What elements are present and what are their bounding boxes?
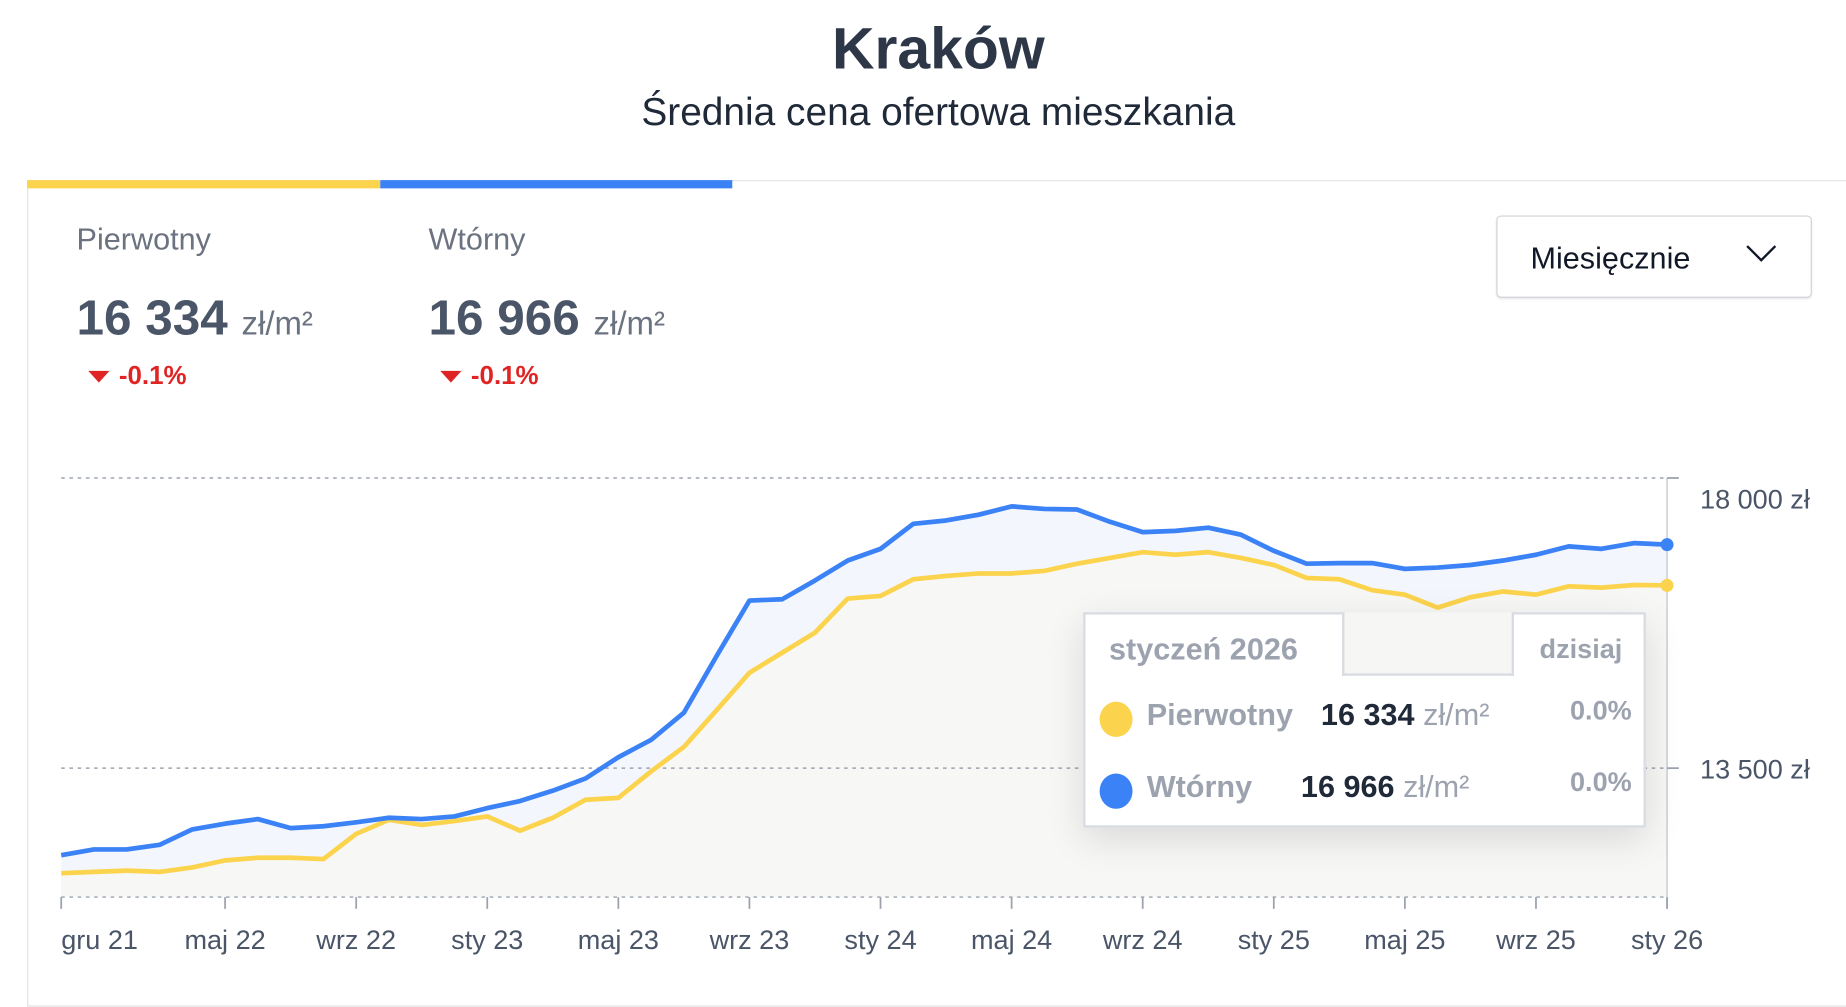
x-tick-label: sty 25 [1238,924,1310,955]
tab-indicator-wtorny [380,180,733,189]
period-dropdown[interactable]: Miesięcznie [1496,215,1812,298]
stat-change: -0.1% [88,360,187,391]
chart-tooltip: styczeń 2026 dzisiaj Pierwotny 16 334 zł… [1083,612,1646,828]
x-tick-label: maj 24 [971,924,1052,955]
tooltip-number: 16 966 [1300,768,1395,805]
stat-label: Wtórny [428,221,526,257]
tooltip-row-wtorny: Wtórny 16 966 zł/m² 0.0% [1099,766,1632,813]
legend-dot-icon [1099,701,1133,737]
x-tick-label: maj 22 [184,924,265,955]
tab-indicator-pierwotny [27,180,381,189]
triangle-down-icon [440,371,462,383]
tab-pierwotny[interactable]: Pierwotny 16 334 zł/m² -0.1% [27,188,380,412]
tab-wtorny[interactable]: Wtórny 16 966 zł/m² -0.1% [380,188,733,412]
stat-number: 16 966 [428,289,580,345]
x-tick-label: maj 23 [578,924,659,955]
tooltip-date: styczeń 2026 [1109,631,1298,667]
tooltip-change: 0.0% [1570,766,1632,798]
stat-value: 16 334 zł/m² [77,290,313,347]
stat-unit: zł/m² [241,304,313,342]
tooltip-series-name: Wtórny [1146,768,1253,805]
triangle-down-icon [88,371,110,383]
x-tick-label: wrz 24 [1102,924,1183,955]
x-tick-label: sty 24 [844,924,916,955]
legend-dot-icon [1099,773,1133,809]
stage: Kraków Średnia cena ofertowa mieszkania … [27,15,1846,1007]
change-value: -0.1% [118,360,187,390]
tooltip-series-name: Pierwotny [1146,696,1293,733]
end-point-marker [1660,578,1674,592]
tooltip-row-pierwotny: Pierwotny 16 334 zł/m² 0.0% [1099,694,1632,742]
tooltip-value: 16 334 zł/m² [1321,697,1489,733]
end-point-marker [1660,538,1674,552]
stat-number: 16 334 [76,289,228,345]
x-tick-label: sty 23 [451,924,523,955]
tooltip-unit: zł/m² [1403,768,1470,805]
x-tick-label: wrz 23 [709,924,790,955]
tooltip-change: 0.0% [1570,694,1632,726]
x-tick-label: sty 26 [1631,924,1703,955]
x-tick-label: maj 25 [1364,924,1445,955]
tooltip-number: 16 334 [1320,696,1415,733]
tooltip-tab-gap [1342,612,1515,676]
dropdown-value: Miesięcznie [1530,240,1691,276]
tooltip-value: 16 966 zł/m² [1301,769,1469,805]
stat-label: Pierwotny [76,221,211,257]
tooltip-today: dzisiaj [1539,633,1623,664]
stat-unit: zł/m² [593,304,665,342]
x-tick-label: wrz 22 [315,924,396,955]
x-tick-label: gru 21 [61,924,138,955]
page-title: Kraków [831,15,1045,82]
y-tick-label: 18 000 zł [1700,484,1810,515]
wtorny-line [60,504,1668,858]
page-subtitle: Średnia cena ofertowa mieszkania [641,89,1236,134]
stat-change: -0.1% [440,360,539,391]
stat-value: 16 966 zł/m² [429,290,665,347]
pierwotny-line [61,549,1668,876]
change-value: -0.1% [470,360,539,390]
x-tick-label: wrz 25 [1495,924,1576,955]
chevron-down-icon [1746,245,1777,262]
y-tick-label: 13 500 zł [1700,754,1810,785]
tooltip-unit: zł/m² [1423,696,1490,733]
